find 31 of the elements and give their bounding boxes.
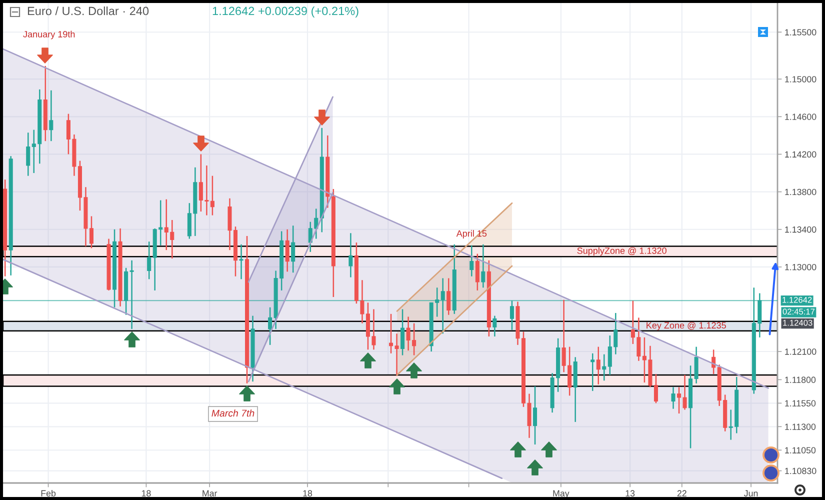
chart-subtitle: 1.12642 +0.00239 (+0.21%)	[212, 6, 358, 18]
y-tick-label: 1.15500	[785, 29, 816, 36]
x-tick-label: 18	[142, 490, 151, 496]
chart-title: Euro / U.S. Dollar · 240	[28, 6, 149, 16]
y-tick-label: 1.13000	[785, 264, 816, 270]
text: 02:45:17	[782, 308, 815, 315]
y-tick-label: 1.11550	[785, 400, 816, 406]
text: 1.12403	[783, 320, 812, 326]
x-tick-label: May	[553, 490, 570, 498]
band-label: Key Zone @ 1.1235	[646, 322, 726, 330]
x-tick-label: 13	[626, 490, 635, 496]
x-tick-label: Mar	[202, 490, 218, 496]
y-tick-label: 1.11050	[785, 447, 816, 454]
x-tick-label: 18	[303, 490, 312, 496]
x-tick-label: Feb	[41, 490, 56, 496]
y-tick-label: 1.15000	[785, 76, 816, 82]
ref-line-label: 1.12642	[782, 296, 812, 303]
y-tick-label: 1.11300	[785, 424, 816, 430]
y-tick-label: 1.11800	[785, 376, 816, 383]
y-tick-label: 1.14600	[785, 114, 816, 120]
y-tick-label: 1.13400	[785, 226, 816, 233]
y-tick-label: 1.12100	[785, 348, 816, 355]
x-tick-label: 22	[677, 490, 686, 496]
annotation: April 15	[456, 230, 487, 238]
annotation: January 19th	[23, 30, 75, 40]
x-tick-label: Jun	[744, 490, 758, 496]
y-tick-label: 1.14200	[785, 151, 816, 158]
y-tick-label: 1.13800	[785, 188, 816, 196]
y-tick-label: 1.10830	[785, 468, 816, 474]
band-label: SupplyZone @ 1.1320	[577, 247, 666, 256]
annotation: March 7th	[212, 409, 254, 417]
